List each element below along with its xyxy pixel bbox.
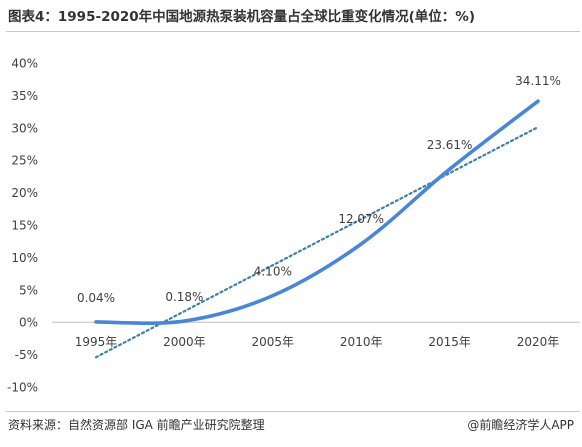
data-label: 12.07%: [338, 212, 384, 226]
data-labels: 0.04% 0.18% 4.10% 12.07% 23.61% 34.11%: [77, 74, 561, 305]
source-note: 资料来源：自然资源部 IGA 前瞻产业研究院整理: [8, 418, 265, 432]
credit-note: @前瞻经济学人APP: [467, 418, 574, 432]
linear-trendline: [94, 125, 540, 359]
chart-title: 图表4：1995-2020年中国地源热泵装机容量占全球比重变化情况(单位：%): [8, 9, 476, 25]
y-tick-label: 0%: [19, 316, 38, 330]
y-tick-label: 40%: [11, 57, 38, 71]
title-divider: [6, 31, 580, 32]
x-tick-label: 2010年: [340, 335, 383, 349]
data-label: 0.18%: [165, 290, 203, 304]
x-tick-label: 2020年: [517, 335, 560, 349]
y-tick-label: -5%: [15, 348, 38, 362]
x-axis-ticks: 1995年 2000年 2005年 2010年 2015年 2020年: [75, 335, 560, 349]
data-label: 4.10%: [254, 265, 292, 279]
y-tick-label: 35%: [11, 89, 38, 103]
y-axis-ticks: -10% -5% 0% 5% 10% 15% 20% 25% 30% 35% 40%: [7, 57, 38, 395]
data-label: 0.04%: [77, 291, 115, 305]
y-tick-label: 15%: [11, 219, 38, 233]
y-tick-label: 20%: [11, 186, 38, 200]
series-line: [94, 99, 540, 326]
y-tick-label: 25%: [11, 154, 38, 168]
y-tick-label: 30%: [11, 121, 38, 135]
x-tick-label: 2000年: [163, 335, 206, 349]
data-label: 23.61%: [427, 138, 473, 152]
data-label: 34.11%: [515, 74, 561, 88]
y-tick-label: -10%: [7, 381, 38, 395]
x-tick-label: 1995年: [75, 335, 118, 349]
x-tick-label: 2005年: [252, 335, 295, 349]
y-tick-label: 5%: [19, 283, 38, 297]
x-tick-label: 2015年: [428, 335, 471, 349]
y-tick-label: 10%: [11, 251, 38, 265]
footer-divider: [6, 411, 580, 412]
